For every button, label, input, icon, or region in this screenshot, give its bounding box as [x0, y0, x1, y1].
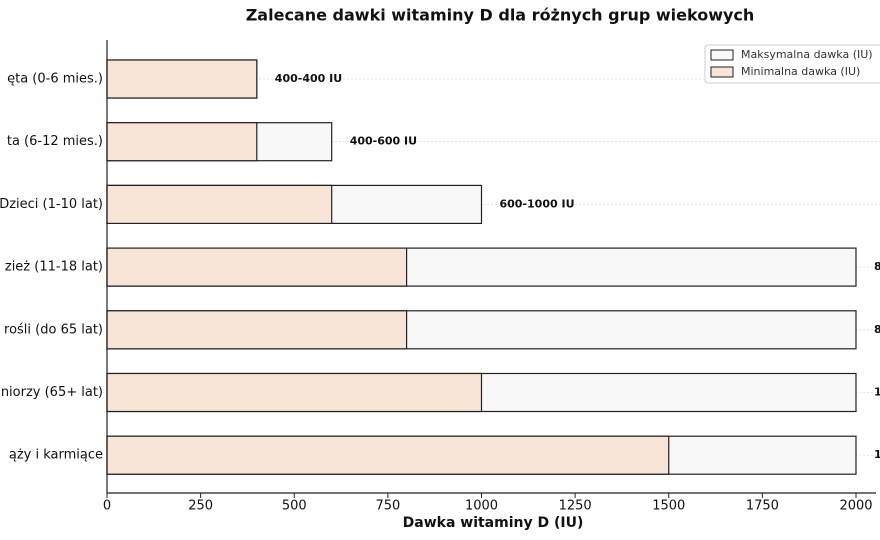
bar — [106, 184, 333, 224]
y-tick-label: rośli (do 65 lat) — [4, 322, 103, 337]
y-tick-label: niorzy (65+ lat) — [1, 385, 103, 400]
bar — [106, 122, 258, 162]
x-tick-label: 2000 — [839, 499, 872, 514]
x-tick-label: 1000 — [465, 499, 498, 514]
x-tick-label: 1500 — [652, 499, 685, 514]
y-tick-label: ąży i karmiące — [9, 448, 103, 463]
range-label: 600-1000 IU — [500, 197, 575, 210]
x-tick-label: 250 — [188, 499, 213, 514]
y-tick-label: zież (11-18 lat) — [5, 260, 103, 275]
legend-swatch — [710, 66, 734, 78]
x-tick-label: 750 — [375, 499, 400, 514]
chart-title: Zalecane dawki witaminy D dla różnych gr… — [246, 6, 755, 25]
legend-swatch — [710, 49, 734, 61]
range-label: 400-600 IU — [350, 135, 417, 148]
legend-label: Minimalna dawka (IU) — [741, 65, 860, 78]
range-label: 400-400 IU — [275, 72, 342, 85]
x-tick-label: 500 — [282, 499, 307, 514]
legend-box — [704, 44, 880, 84]
bar — [106, 310, 408, 350]
range-label: 8 — [874, 260, 880, 273]
range-label: 8 — [874, 323, 880, 336]
bar — [106, 435, 670, 475]
range-label: 1 — [874, 386, 880, 399]
bar — [106, 372, 483, 413]
x-tick-label: 1750 — [746, 499, 779, 514]
bar — [106, 59, 258, 99]
x-axis-label: Dawka witaminy D (IU) — [403, 515, 584, 531]
x-tick-label: 1250 — [559, 499, 592, 514]
x-tick-label: 0 — [103, 499, 111, 514]
bar — [106, 247, 408, 287]
y-tick-label: Dzieci (1-10 lat) — [0, 197, 103, 212]
y-tick-label: ęta (0-6 mies.) — [7, 72, 103, 87]
legend-label: Maksymalna dawka (IU) — [741, 48, 873, 61]
range-label: 1 — [874, 448, 880, 461]
y-tick-label: ta (6-12 mies.) — [7, 134, 103, 149]
